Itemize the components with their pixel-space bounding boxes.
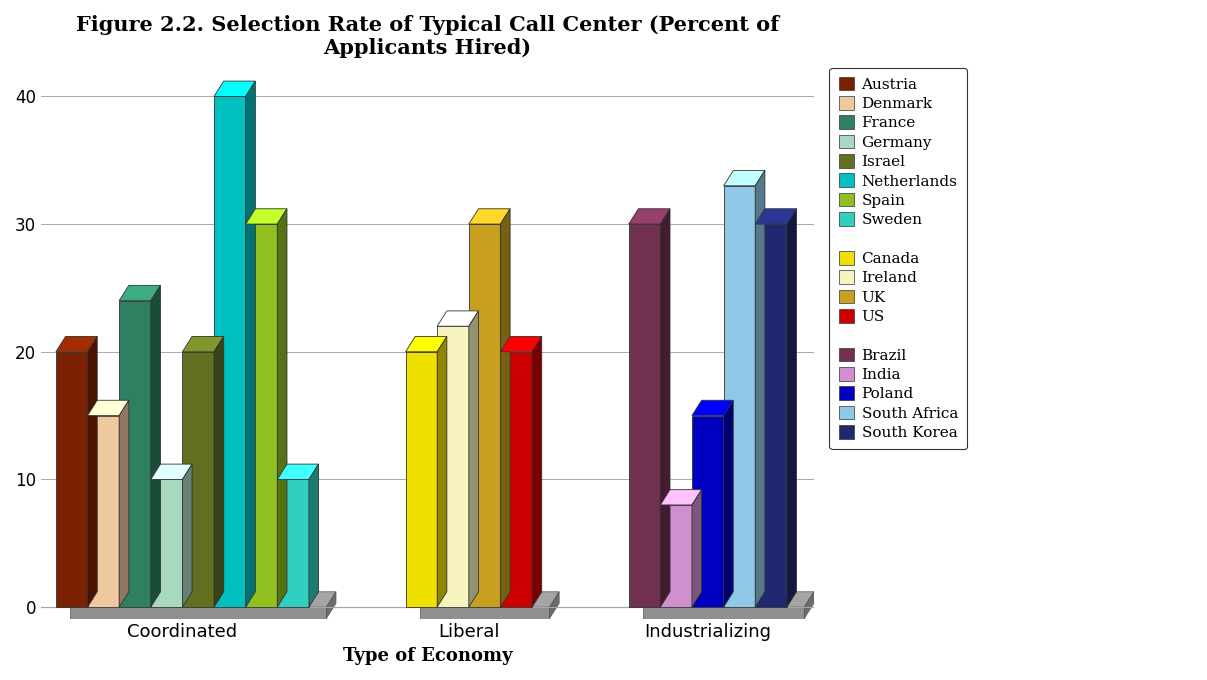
Polygon shape: [787, 209, 797, 607]
Polygon shape: [501, 209, 511, 607]
Polygon shape: [660, 209, 670, 607]
Polygon shape: [437, 326, 468, 607]
Polygon shape: [643, 607, 804, 619]
Polygon shape: [468, 311, 478, 607]
Polygon shape: [437, 337, 447, 607]
Polygon shape: [70, 607, 326, 619]
Title: Figure 2.2. Selection Rate of Typical Call Center (Percent of
Applicants Hired): Figure 2.2. Selection Rate of Typical Ca…: [76, 15, 779, 58]
Polygon shape: [724, 171, 765, 186]
Polygon shape: [56, 352, 88, 607]
Polygon shape: [692, 415, 724, 607]
Polygon shape: [756, 209, 797, 224]
Polygon shape: [629, 209, 670, 224]
Legend: Austria, Denmark, France, Germany, Israel, Netherlands, Spain, Sweden, , Canada,: Austria, Denmark, France, Germany, Israe…: [829, 67, 967, 449]
Polygon shape: [246, 224, 278, 607]
Polygon shape: [406, 337, 447, 352]
Polygon shape: [549, 592, 559, 619]
Polygon shape: [119, 286, 161, 301]
Polygon shape: [151, 479, 182, 607]
Polygon shape: [804, 592, 814, 619]
Polygon shape: [406, 352, 437, 607]
Polygon shape: [309, 464, 319, 607]
Polygon shape: [437, 311, 478, 326]
Polygon shape: [151, 464, 192, 479]
Polygon shape: [88, 415, 119, 607]
Polygon shape: [468, 209, 511, 224]
Polygon shape: [119, 301, 151, 607]
Polygon shape: [214, 337, 223, 607]
Polygon shape: [278, 479, 309, 607]
Polygon shape: [326, 592, 336, 619]
Polygon shape: [756, 171, 765, 607]
Polygon shape: [501, 337, 542, 352]
Polygon shape: [756, 224, 787, 607]
Polygon shape: [660, 505, 692, 607]
Polygon shape: [246, 209, 287, 224]
Polygon shape: [70, 592, 336, 607]
Polygon shape: [119, 401, 129, 607]
Polygon shape: [532, 337, 542, 607]
Polygon shape: [643, 592, 814, 607]
Polygon shape: [88, 337, 98, 607]
Polygon shape: [88, 401, 129, 415]
Polygon shape: [468, 224, 501, 607]
Polygon shape: [501, 352, 532, 607]
Polygon shape: [420, 592, 559, 607]
Polygon shape: [182, 464, 192, 607]
Polygon shape: [660, 490, 701, 505]
Polygon shape: [56, 337, 98, 352]
Polygon shape: [182, 352, 214, 607]
Polygon shape: [724, 186, 756, 607]
Polygon shape: [151, 286, 161, 607]
Polygon shape: [214, 97, 246, 607]
Polygon shape: [182, 337, 223, 352]
Polygon shape: [692, 490, 701, 607]
X-axis label: Type of Economy: Type of Economy: [343, 647, 512, 665]
Polygon shape: [278, 464, 319, 479]
Polygon shape: [246, 81, 256, 607]
Polygon shape: [629, 224, 660, 607]
Polygon shape: [724, 401, 734, 607]
Polygon shape: [214, 81, 256, 97]
Polygon shape: [278, 209, 287, 607]
Polygon shape: [692, 401, 734, 415]
Polygon shape: [420, 607, 549, 619]
